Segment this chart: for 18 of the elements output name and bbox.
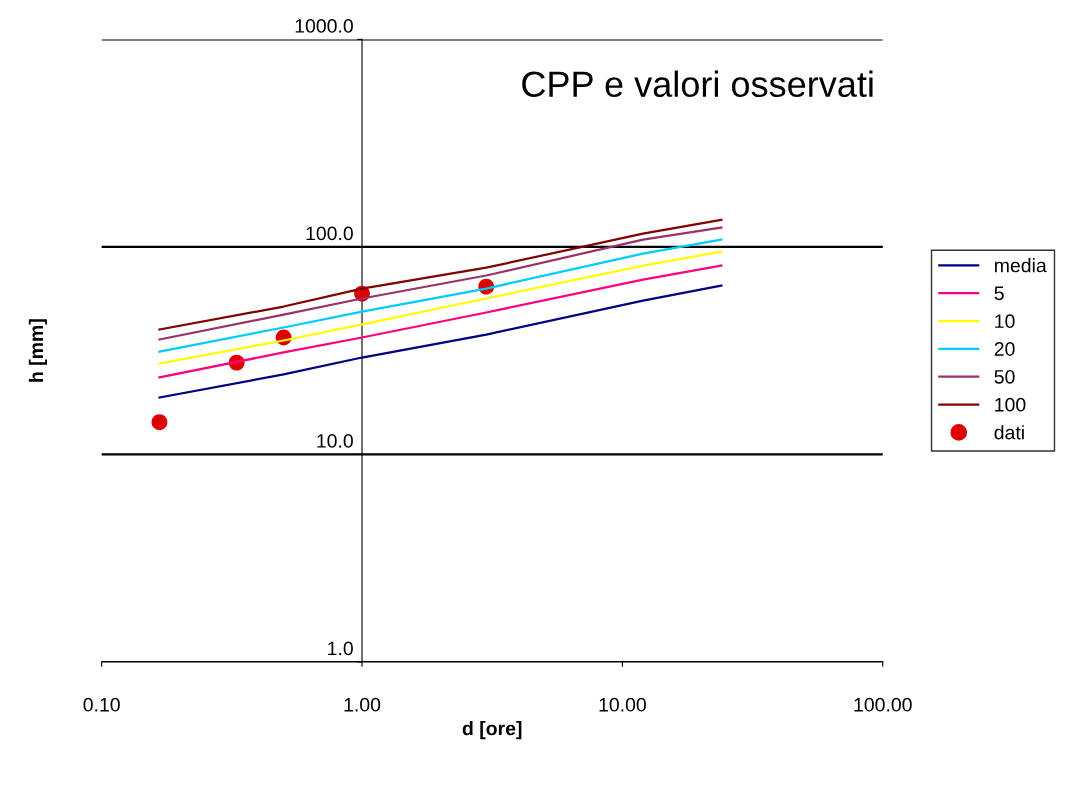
legend-label: media xyxy=(995,258,1047,273)
y-tick-label: 10.0 xyxy=(317,434,353,448)
y-tick-label: 1000.0 xyxy=(295,19,353,33)
legend-label: 100 xyxy=(995,397,1026,412)
x-axis-title: d [ore] xyxy=(462,721,522,740)
x-tick-label: 0.10 xyxy=(83,697,120,712)
x-tick-label: 1.00 xyxy=(344,697,381,712)
x-tick-label: 100.00 xyxy=(854,697,912,712)
legend-label: 20 xyxy=(994,342,1015,356)
y-tick-label: 100.0 xyxy=(306,226,353,241)
legend-label: dati xyxy=(994,425,1024,440)
legend-label: 5 xyxy=(994,286,1004,301)
y-axis-title: h [mm] xyxy=(28,319,47,382)
x-tick-label: 10.00 xyxy=(599,697,646,712)
legend-label: 50 xyxy=(994,369,1015,384)
text: CPP e valori osservati xyxy=(522,70,873,98)
y-tick-label: 1.0 xyxy=(328,641,353,656)
legend-label: 10 xyxy=(995,314,1015,329)
